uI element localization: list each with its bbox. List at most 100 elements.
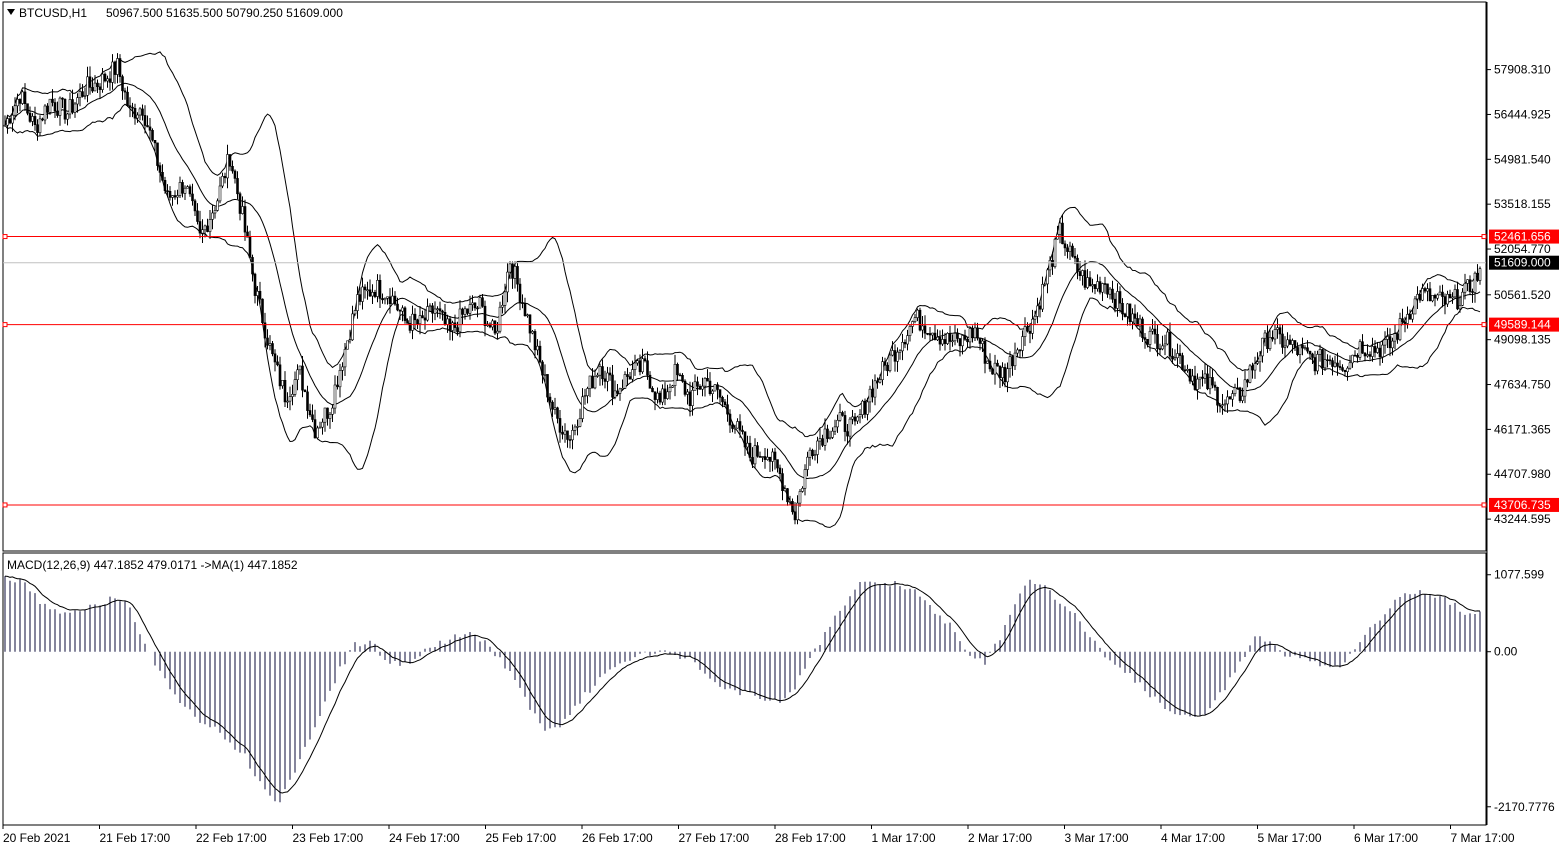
candle bbox=[1238, 386, 1242, 403]
candle-body-down bbox=[1143, 337, 1147, 340]
candle-body-up bbox=[783, 488, 787, 492]
candle bbox=[228, 154, 232, 171]
candle bbox=[246, 225, 249, 238]
candle-body-up bbox=[1001, 367, 1004, 378]
candle-body-up bbox=[1166, 331, 1169, 345]
candle bbox=[1308, 350, 1312, 360]
candle-body-down bbox=[1311, 353, 1314, 358]
candle bbox=[1191, 369, 1194, 386]
candle-body-up bbox=[973, 327, 977, 338]
candle bbox=[701, 377, 704, 397]
candle-body-down bbox=[608, 372, 612, 376]
candle bbox=[816, 436, 819, 464]
candle bbox=[873, 374, 877, 406]
candle-body-up bbox=[296, 369, 299, 380]
candle bbox=[318, 421, 322, 429]
candle-body-up bbox=[713, 384, 717, 392]
candle-body-up bbox=[1263, 332, 1267, 339]
candle bbox=[1211, 369, 1214, 389]
candle bbox=[1443, 293, 1447, 315]
candle bbox=[871, 379, 874, 403]
candle-body-down bbox=[781, 473, 784, 492]
symbol-dropdown-icon[interactable] bbox=[7, 9, 15, 15]
candle-body-up bbox=[401, 307, 404, 312]
candle bbox=[501, 295, 504, 314]
candle-body-up bbox=[581, 396, 584, 419]
candle bbox=[53, 98, 57, 118]
candle bbox=[393, 291, 397, 306]
candle bbox=[1138, 314, 1142, 337]
candle-body-down bbox=[846, 431, 849, 437]
candle bbox=[413, 308, 417, 331]
candle-body-up bbox=[968, 328, 972, 343]
candle bbox=[1356, 353, 1359, 363]
candle bbox=[1111, 280, 1114, 303]
candle bbox=[63, 98, 67, 124]
candle bbox=[523, 297, 527, 317]
candle bbox=[383, 297, 387, 305]
candle bbox=[283, 371, 287, 407]
candle-body-up bbox=[1036, 305, 1039, 317]
candle bbox=[386, 296, 389, 305]
candle bbox=[1006, 362, 1009, 393]
candle bbox=[1151, 319, 1154, 335]
candle-body-down bbox=[481, 297, 484, 307]
candle bbox=[1018, 349, 1022, 358]
candle bbox=[913, 313, 917, 324]
candle bbox=[951, 334, 954, 347]
candle-body-up bbox=[693, 381, 697, 391]
candle-body-up bbox=[1126, 303, 1129, 317]
candle bbox=[1278, 324, 1282, 345]
candle-body-up bbox=[1393, 333, 1397, 342]
candle bbox=[1258, 351, 1262, 372]
price-tick-label: 57908.310 bbox=[1494, 63, 1551, 77]
candle bbox=[626, 367, 629, 386]
candle bbox=[1038, 300, 1042, 318]
candle-body-up bbox=[536, 345, 539, 351]
candle bbox=[511, 261, 514, 289]
candle bbox=[328, 412, 332, 429]
candle bbox=[1416, 286, 1419, 309]
candle bbox=[741, 425, 744, 435]
candle bbox=[661, 384, 664, 406]
candle bbox=[1288, 334, 1292, 345]
candle bbox=[338, 363, 342, 398]
candle-body-down bbox=[431, 305, 434, 314]
candle-body-up bbox=[1276, 327, 1279, 330]
candle bbox=[1008, 351, 1012, 378]
candle-body-up bbox=[1096, 281, 1099, 290]
candle-body-down bbox=[958, 338, 962, 347]
candle bbox=[146, 115, 149, 128]
candle-body-up bbox=[1371, 346, 1374, 357]
candle-body-down bbox=[1418, 294, 1422, 301]
candle bbox=[1113, 292, 1117, 313]
candle-body-down bbox=[141, 108, 144, 116]
candle-body-down bbox=[308, 410, 312, 416]
candle bbox=[263, 312, 267, 348]
candle bbox=[691, 382, 694, 416]
candle bbox=[1423, 286, 1427, 294]
candle bbox=[1183, 365, 1187, 373]
candle bbox=[1441, 284, 1444, 308]
candle bbox=[366, 281, 369, 300]
candle-body-down bbox=[998, 365, 1002, 379]
candle-body-up bbox=[1231, 393, 1234, 400]
candle bbox=[1388, 328, 1392, 357]
candle-body-down bbox=[96, 82, 99, 87]
candle bbox=[73, 102, 77, 118]
candle-body-down bbox=[306, 391, 309, 411]
candle-body-down bbox=[258, 290, 262, 300]
candle-body-down bbox=[688, 391, 692, 406]
candle bbox=[876, 377, 879, 389]
candle-body-up bbox=[498, 306, 502, 332]
candle-body-down bbox=[18, 99, 22, 104]
candle-body-up bbox=[1006, 368, 1009, 383]
candle-body-up bbox=[433, 308, 437, 314]
candle-body-down bbox=[786, 488, 789, 503]
candle bbox=[993, 354, 997, 385]
candle bbox=[148, 118, 152, 141]
candle-body-down bbox=[1206, 373, 1209, 390]
candle-body-up bbox=[1268, 337, 1272, 349]
candle bbox=[936, 329, 939, 341]
candle-body-up bbox=[1031, 318, 1034, 334]
